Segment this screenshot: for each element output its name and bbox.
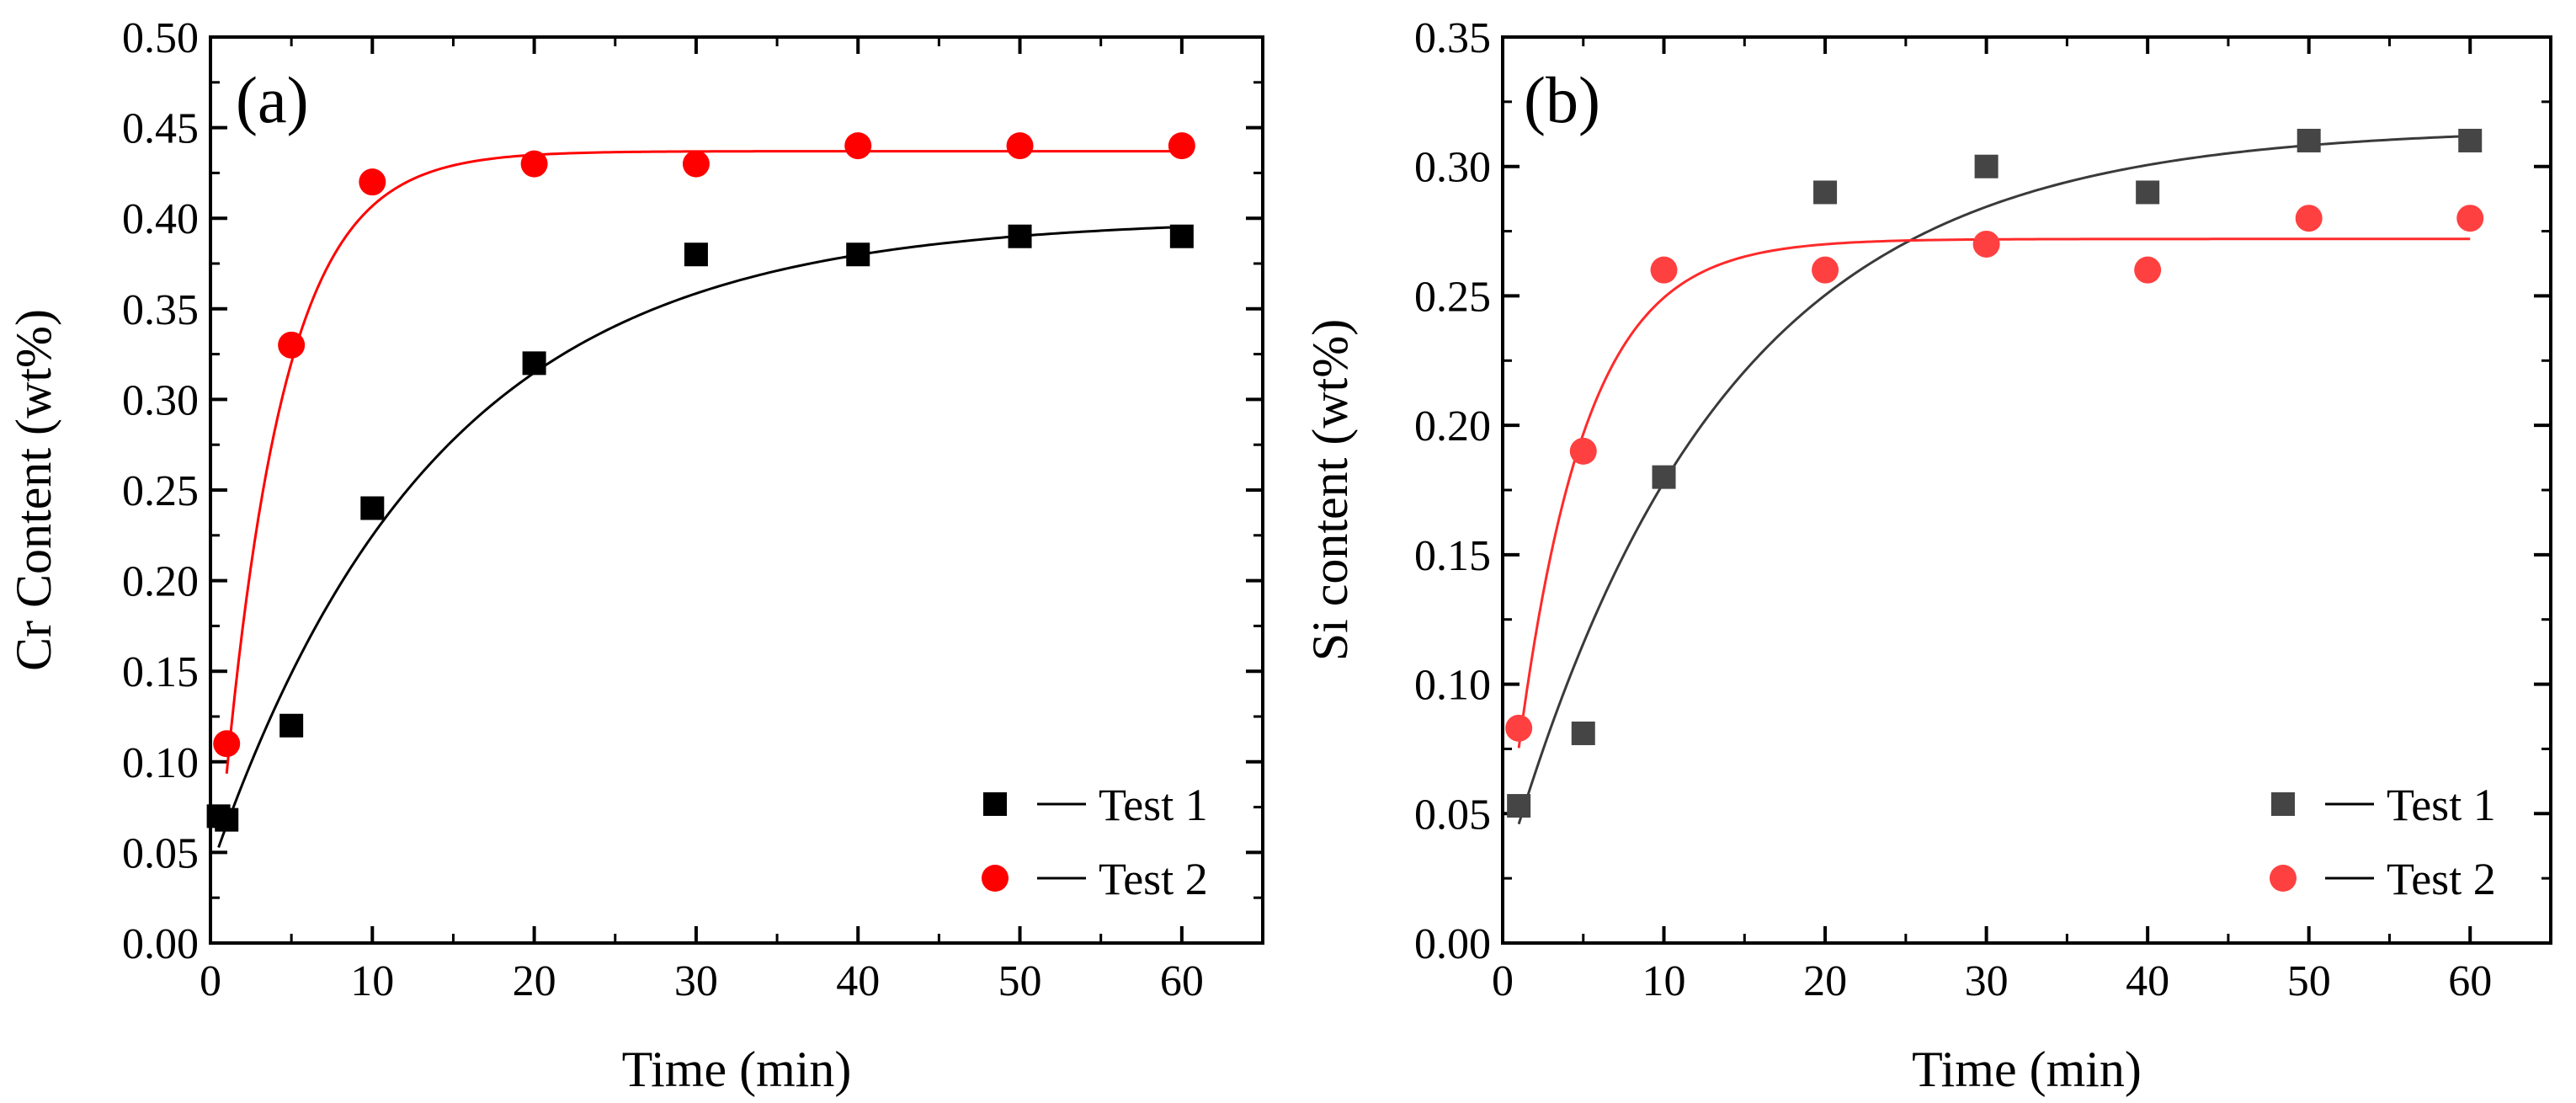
- panel-label: (a): [236, 63, 309, 136]
- fit-curve-test-2: [1517, 237, 2471, 749]
- data-point-square: [1008, 224, 1032, 248]
- data-point-circle: [1972, 230, 2000, 258]
- y-tick-label: 0.05: [122, 829, 199, 877]
- y-tick-label: 0.45: [122, 105, 199, 153]
- y-tick-label: 0.20: [1414, 402, 1491, 450]
- data-point-circle: [213, 730, 241, 758]
- data-point-square: [684, 242, 708, 267]
- legend-marker-circle: [2270, 865, 2297, 892]
- data-point-square: [1652, 465, 1676, 489]
- legend-marker-square: [2271, 792, 2295, 816]
- legend-label: Test 2: [1099, 854, 1208, 904]
- x-axis-title: Time (min): [622, 1042, 852, 1097]
- data-point-square: [2297, 128, 2321, 152]
- data-point-circle: [1812, 256, 1839, 284]
- y-tick-label: 0.50: [122, 14, 199, 62]
- data-point-square: [1571, 721, 1595, 745]
- data-point-square: [279, 713, 304, 738]
- data-point-circle: [2295, 205, 2323, 232]
- legend-marker-circle: [982, 865, 1009, 892]
- legend-label: Test 1: [1099, 780, 1208, 830]
- y-tick-label: 0.25: [122, 467, 199, 515]
- x-tick-label: 20: [1803, 957, 1847, 1005]
- data-point-square: [1169, 224, 1194, 248]
- y-tick-label: 0.00: [1414, 920, 1491, 968]
- data-point-square: [522, 351, 546, 376]
- legend-marker-square: [983, 792, 1007, 816]
- data-point-circle: [2456, 205, 2484, 232]
- data-point-circle: [1650, 256, 1678, 284]
- data-point-square: [2136, 180, 2160, 205]
- x-axis-title: Time (min): [1912, 1042, 2142, 1097]
- y-tick-label: 0.30: [1414, 144, 1491, 192]
- x-tick-label: 40: [2126, 957, 2169, 1005]
- x-tick-label: 50: [2287, 957, 2331, 1005]
- x-tick-label: 0: [200, 957, 221, 1005]
- y-tick-label: 0.35: [122, 286, 199, 334]
- fit-curve-test-1: [217, 226, 1182, 849]
- y-tick-label: 0.30: [122, 376, 199, 424]
- data-point-circle: [2134, 256, 2162, 284]
- legend-label: Test 1: [2387, 780, 2496, 830]
- data-point-circle: [278, 331, 306, 359]
- data-point-square: [1974, 154, 1999, 179]
- y-tick-label: 0.05: [1414, 791, 1491, 839]
- y-tick-label: 0.10: [122, 739, 199, 787]
- y-tick-label: 0.20: [122, 558, 199, 606]
- data-point-circle: [1006, 132, 1034, 160]
- data-point-square: [215, 807, 239, 832]
- data-point-circle: [1168, 132, 1195, 160]
- y-axis-title: Si content (wt%): [1302, 319, 1358, 662]
- x-tick-label: 50: [998, 957, 1042, 1005]
- y-tick-label: 0.10: [1414, 662, 1491, 710]
- x-tick-label: 20: [513, 957, 556, 1005]
- x-tick-label: 40: [836, 957, 880, 1005]
- data-point-circle: [1569, 437, 1597, 465]
- data-point-square: [360, 496, 385, 520]
- data-point-square: [2458, 128, 2483, 152]
- data-point-square: [1507, 794, 1531, 818]
- y-tick-label: 0.00: [122, 920, 199, 968]
- data-point-square: [1813, 180, 1838, 205]
- data-point-circle: [844, 132, 872, 160]
- data-point-circle: [1505, 714, 1533, 742]
- data-point-circle: [359, 168, 386, 196]
- x-tick-label: 10: [1642, 957, 1686, 1005]
- y-tick-label: 0.40: [122, 195, 199, 243]
- chart-panel-b: 0 10 20 30 40 50 60 0.00 0.05 0.10 0.15 0.20 0.25 0.3…: [1302, 14, 2552, 1097]
- x-tick-label: 30: [674, 957, 718, 1005]
- x-tick-label: 0: [1492, 957, 1514, 1005]
- legend-label: Test 2: [2387, 854, 2496, 904]
- y-tick-label: 0.15: [122, 648, 199, 696]
- x-tick-label: 10: [350, 957, 394, 1005]
- panel-label: (b): [1524, 63, 1600, 136]
- y-axis-title: Cr Content (wt%): [6, 309, 61, 671]
- data-point-circle: [682, 150, 710, 178]
- chart-panel-a: 0 10 20 30 40 50 60 0.00 0.05 0.10 0.15 0.20 0.25 0.3…: [6, 14, 1264, 1097]
- x-tick-label: 60: [1160, 957, 1204, 1005]
- x-tick-label: 60: [2448, 957, 2492, 1005]
- y-tick-label: 0.15: [1414, 532, 1491, 580]
- y-tick-label: 0.35: [1414, 14, 1491, 62]
- data-point-square: [846, 242, 870, 267]
- y-tick-label: 0.25: [1414, 273, 1491, 321]
- data-point-circle: [520, 150, 548, 178]
- x-tick-label: 30: [1965, 957, 2009, 1005]
